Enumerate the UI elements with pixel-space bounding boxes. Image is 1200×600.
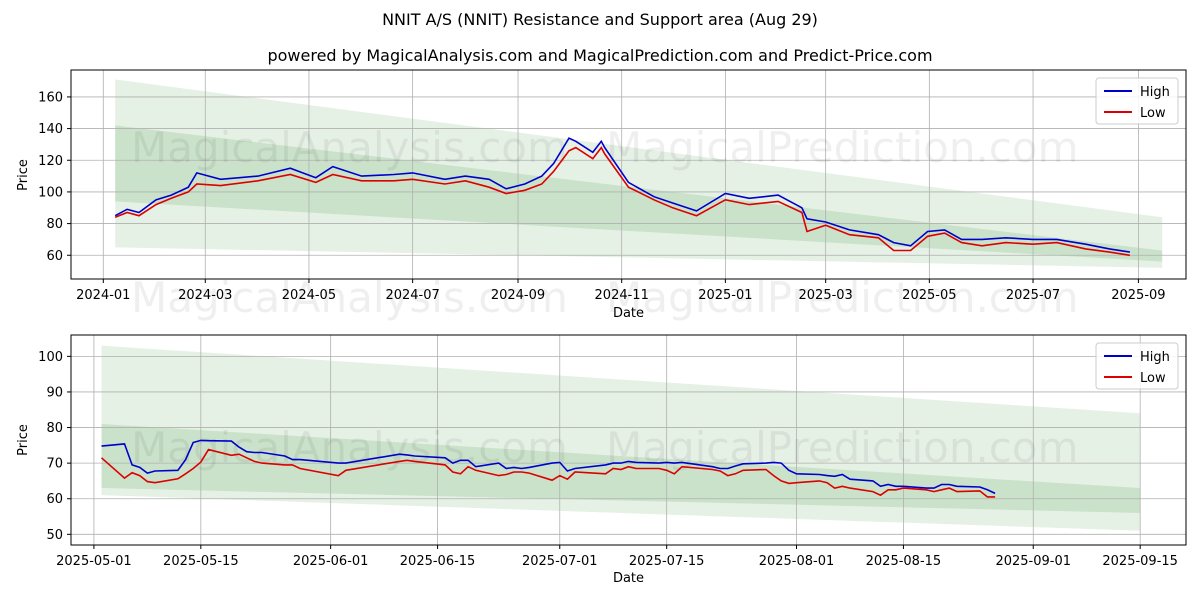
band-inner [115,125,1163,262]
y-axis-label: Price [16,424,31,456]
watermark: MagicalPrediction.com [606,123,1079,172]
band-outer [115,79,1163,268]
x-tick-label: 2024-05 [282,288,336,303]
y-tick-label: 120 [38,154,63,169]
x-tick-label: 2025-05 [902,288,956,303]
series-line-low [114,146,1131,257]
series-line-low [100,448,996,498]
y-tick-label: 100 [38,350,63,365]
x-tick-label: 2025-06-01 [293,554,369,569]
y-axis-label: Price [16,159,31,191]
watermark: MagicalAnalysis.com [131,273,568,322]
legend: High Low [1095,77,1179,125]
band-inner [101,423,1141,513]
y-tick-label: 60 [46,492,63,507]
series-line-high [101,439,996,495]
x-tick-label: 2025-06-15 [400,554,476,569]
x-tick-label: 2025-01 [698,288,752,303]
x-tick-label: 2024-07 [385,288,439,303]
watermark: MagicalPrediction.com [606,423,1079,472]
x-tick-label: 2024-09 [491,288,545,303]
y-tick-label: 60 [46,249,63,264]
plot-frame [70,334,1187,546]
x-tick-label: 2025-07-01 [522,554,598,569]
legend-label-low: Low [1140,106,1166,121]
x-tick-label: 2024-01 [76,288,130,303]
series-line-high [114,137,1131,253]
chart-panel-1: MagicalAnalysis.com MagicalPrediction.com… [16,69,1187,322]
x-tick-label: 2025-03 [799,288,853,303]
x-tick-label: 2024-03 [178,288,232,303]
x-tick-label: 2025-07 [1006,288,1060,303]
y-tick-label: 90 [46,385,63,400]
x-tick-label: 2025-08-01 [759,554,835,569]
x-tick-label: 2024-11 [595,288,649,303]
x-tick-label: 2025-05-15 [163,554,239,569]
x-tick-label: 2025-08-15 [866,554,942,569]
legend: High Low [1095,342,1179,390]
y-tick-label: 80 [46,217,63,232]
chart-title: NNIT A/S (NNIT) Resistance and Support a… [382,10,818,29]
chart-panel-2: MagicalAnalysis.com MagicalPrediction.com… [16,334,1187,586]
y-tick-label: 140 [38,122,63,137]
chart-subtitle: powered by MagicalAnalysis.com and Magic… [267,46,933,65]
y-tick-label: 100 [38,185,63,200]
x-axis-label: Date [613,571,644,586]
y-tick-label: 160 [38,90,63,105]
x-tick-label: 2025-09-15 [1102,554,1178,569]
x-axis-label: Date [613,306,644,321]
y-tick-label: 70 [46,457,63,472]
watermark: MagicalPrediction.com [606,273,1079,322]
x-tick-label: 2025-05-01 [56,554,132,569]
y-tick-label: 50 [46,528,63,543]
watermark: MagicalAnalysis.com [131,123,568,172]
y-tick-label: 80 [46,421,63,436]
legend-label-low: Low [1140,371,1166,386]
x-tick-label: 2025-09-01 [995,554,1071,569]
x-tick-label: 2025-09 [1111,288,1165,303]
legend-label-high: High [1140,85,1170,100]
x-tick-label: 2025-07-15 [629,554,705,569]
plot-frame [70,69,1187,280]
legend-label-high: High [1140,350,1170,365]
